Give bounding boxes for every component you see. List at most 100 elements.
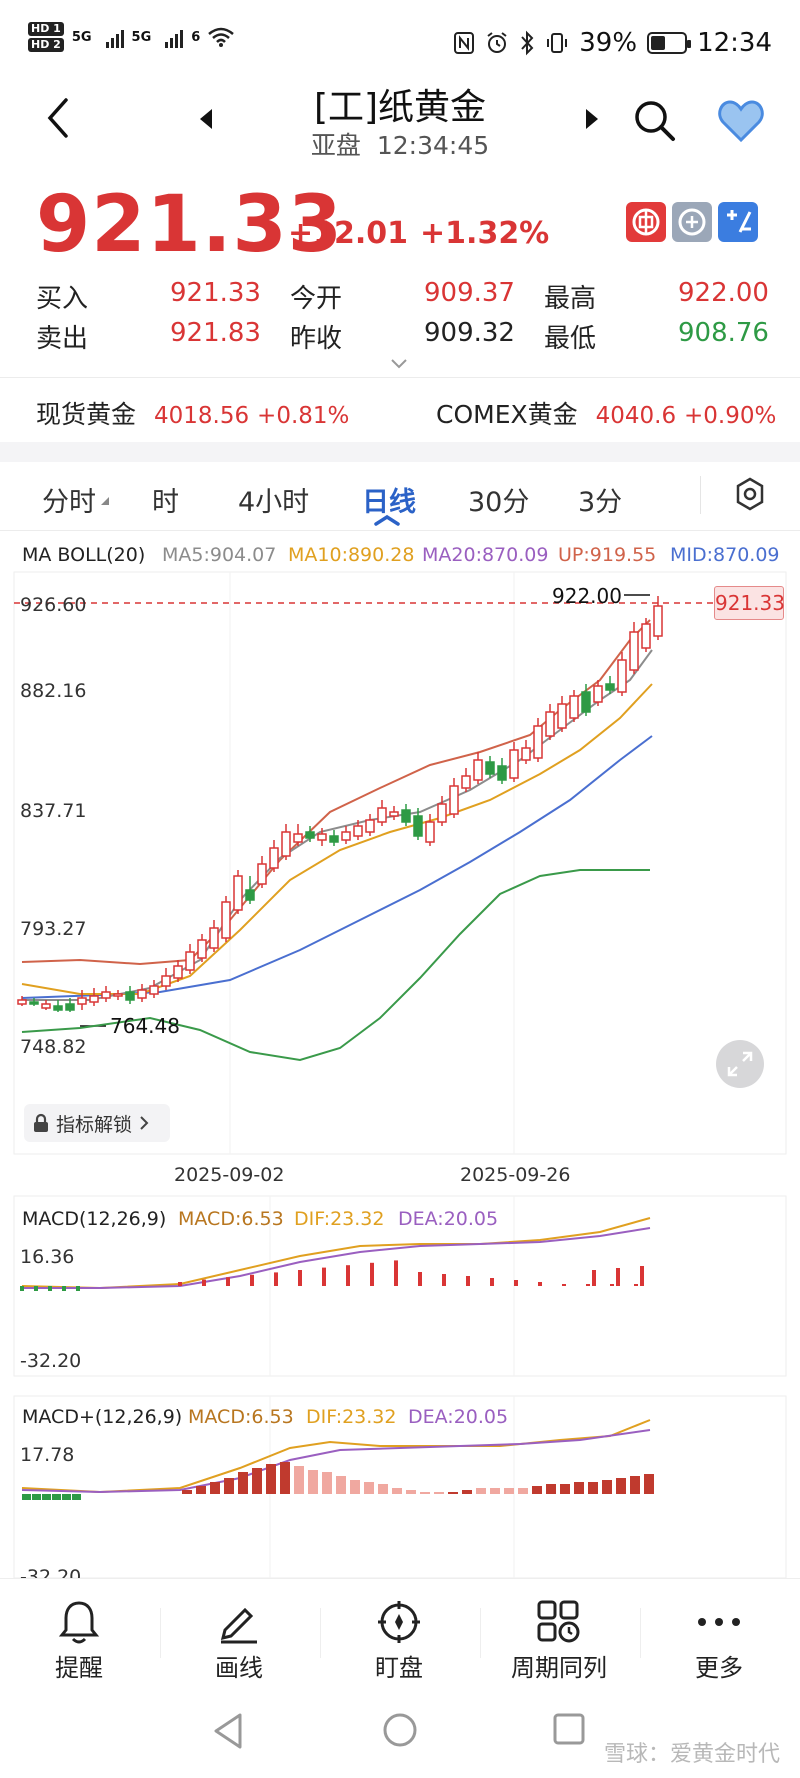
calculator-icon[interactable] <box>718 202 758 242</box>
candle-body <box>77 997 87 1005</box>
nav-recents-icon[interactable] <box>552 1712 586 1746</box>
last-price-tag: 921.33 <box>714 586 785 620</box>
boll-mid-line <box>21 735 653 999</box>
candle-body <box>593 685 603 703</box>
candle-body <box>197 939 207 959</box>
expand-icon <box>727 1051 753 1077</box>
macd1-hist-bar <box>466 1276 470 1286</box>
macd2-hist-bar <box>462 1490 472 1494</box>
price-change: +12.01 +1.32% <box>288 216 561 251</box>
comex-label: COMEX黄金 <box>436 400 578 429</box>
candle-body <box>581 691 591 713</box>
macd2-hist-bar <box>560 1484 570 1494</box>
open-value: 909.37 <box>424 278 515 308</box>
macd2-macd: MACD:6.53 <box>188 1406 294 1428</box>
macd1-hist-bar <box>592 1270 596 1286</box>
low-value: 908.76 <box>678 318 769 348</box>
kline-chart[interactable] <box>0 0 800 1578</box>
macd2-hist-bar <box>364 1482 374 1494</box>
fullscreen-button[interactable] <box>716 1040 764 1088</box>
high-label: 最高 <box>544 284 597 314</box>
candle-body <box>65 1003 75 1011</box>
candle-body <box>101 991 111 999</box>
pencil-icon <box>220 1607 257 1644</box>
candle-body <box>29 1001 39 1005</box>
tab-hour[interactable]: 时 <box>152 487 179 518</box>
candle-body <box>425 821 435 843</box>
session-time: 12:34:45 <box>376 131 490 160</box>
nav-home-icon[interactable] <box>382 1712 418 1748</box>
macd1-hist-bar <box>48 1286 52 1291</box>
target-icon <box>378 1601 420 1643</box>
x-axis-date: 2025-09-26 <box>460 1164 571 1186</box>
candle-body <box>113 993 123 997</box>
candle-body <box>641 623 651 649</box>
macd1-hist-bar <box>394 1260 398 1286</box>
spot-value: 4018.56 <box>153 403 250 429</box>
macd2-dif-line <box>21 1419 651 1494</box>
macd2-hist-bar <box>504 1488 514 1494</box>
comex-value: 4040.6 <box>595 403 677 429</box>
remind-button[interactable]: 提醒 <box>14 1596 144 1683</box>
macd2-hist-bar <box>252 1468 262 1494</box>
tab-3min[interactable]: 3分 <box>578 487 623 518</box>
macd1-hist-bar <box>322 1267 326 1286</box>
search-icon[interactable] <box>632 98 676 142</box>
ma10-line <box>21 683 653 995</box>
tab-30min[interactable]: 30分 <box>468 487 530 518</box>
macd2-hist-bar <box>350 1480 360 1494</box>
candle-body <box>509 749 519 779</box>
exchange-logo-icon[interactable] <box>672 202 712 242</box>
tab-daily[interactable]: 日线 <box>362 487 416 518</box>
spot-gold[interactable]: 现货黄金 4018.56 +0.81% <box>36 395 349 431</box>
macd2-hist-bar <box>476 1488 486 1494</box>
open-label: 今开 <box>290 284 343 314</box>
macd1-dif: DIF:23.32 <box>294 1208 385 1230</box>
tab-dropdown-icon[interactable] <box>100 496 110 506</box>
candle-body <box>53 1005 63 1011</box>
macd1-hist-bar <box>274 1272 278 1286</box>
macd1-hist-bar <box>586 1284 590 1286</box>
macd2-hist-bar <box>532 1486 542 1494</box>
boll-up-line <box>21 619 651 966</box>
macd2-title[interactable]: MACD+(12,26,9) <box>22 1406 183 1428</box>
candle-body <box>233 875 243 911</box>
ma10-legend: MA10:890.28 <box>288 544 415 566</box>
prev-item-icon[interactable] <box>198 108 214 130</box>
macd1-title[interactable]: MACD(12,26,9) <box>22 1208 167 1230</box>
favorite-heart-icon[interactable] <box>718 100 764 142</box>
macd1-dif-line <box>21 1217 651 1290</box>
macd2-hist-bar <box>644 1474 654 1494</box>
expand-quote-chevron-icon[interactable] <box>390 358 408 370</box>
macd1-hist-bar <box>202 1279 206 1286</box>
next-item-icon[interactable] <box>584 108 600 130</box>
bank-logo-icon[interactable] <box>626 202 666 242</box>
chart-settings-gear-icon[interactable] <box>732 476 768 512</box>
macd1-hist-bar <box>616 1268 620 1286</box>
back-arrow-icon[interactable] <box>46 98 70 138</box>
tab-4hour[interactable]: 4小时 <box>238 487 310 518</box>
macd1-hist-bar <box>346 1265 350 1286</box>
macd2-hist-bar <box>182 1490 192 1494</box>
toolbar-sep <box>320 1608 321 1658</box>
watch-button[interactable]: 盯盘 <box>334 1596 464 1683</box>
unlock-label: 指标解锁 <box>56 1113 133 1136</box>
candle-body <box>605 683 615 691</box>
candle-body <box>413 815 423 837</box>
tab-intraday[interactable]: 分时 <box>42 487 96 518</box>
unlock-indicator-button[interactable]: 指标解锁 <box>24 1104 170 1142</box>
nav-back-icon[interactable] <box>212 1712 244 1750</box>
macd2-hist-bar <box>434 1492 444 1494</box>
draw-line-button[interactable]: 画线 <box>174 1596 304 1683</box>
macd2-hist-bar <box>266 1464 276 1494</box>
candle-body <box>437 803 447 823</box>
macd2-dea: DEA:20.05 <box>408 1406 509 1428</box>
indicator-label[interactable]: MA BOLL(20) <box>22 544 146 566</box>
comex-gold[interactable]: COMEX黄金 4040.6 +0.90% <box>436 395 776 431</box>
more-button[interactable]: 更多 <box>654 1596 784 1683</box>
candle-body <box>533 725 543 759</box>
sell-label: 卖出 <box>36 324 89 354</box>
prev-close-value: 909.32 <box>424 318 515 348</box>
period-compare-button[interactable]: 周期同列 <box>494 1596 624 1683</box>
net1-label: 5G <box>71 29 92 45</box>
